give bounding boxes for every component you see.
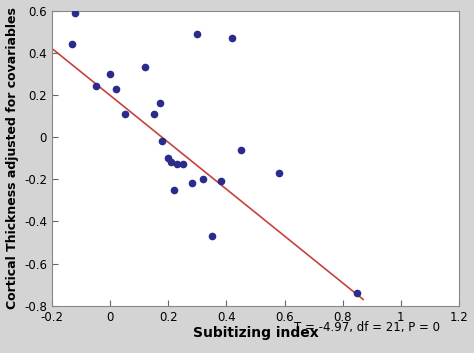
Text: T = -4.97, df = 21, P = 0: T = -4.97, df = 21, P = 0 [294, 321, 440, 334]
X-axis label: Subitizing index: Subitizing index [192, 327, 319, 340]
Y-axis label: Cortical Thickness adjusted for covariables: Cortical Thickness adjusted for covariab… [6, 7, 18, 309]
